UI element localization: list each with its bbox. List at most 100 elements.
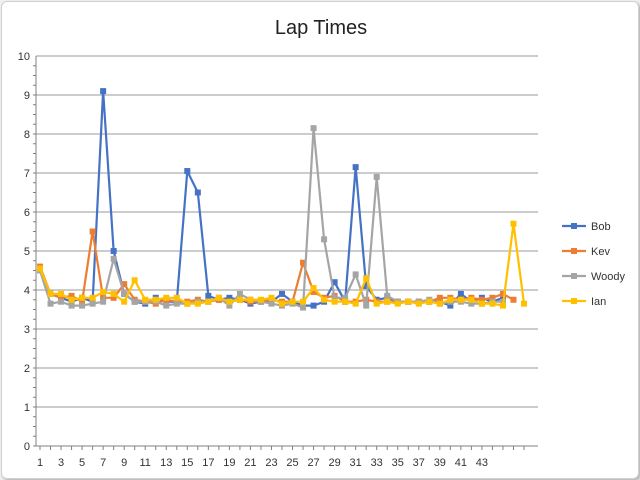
data-point <box>478 296 485 303</box>
y-tick-label: 8 <box>24 129 30 141</box>
data-point <box>205 292 212 299</box>
data-point <box>121 281 128 288</box>
data-point <box>352 271 359 278</box>
data-point <box>436 294 443 301</box>
data-point <box>215 294 222 301</box>
data-point <box>173 294 180 301</box>
series-bob <box>37 88 506 309</box>
data-point <box>363 283 370 290</box>
data-point <box>152 296 159 303</box>
y-tick-label: 0 <box>24 441 30 453</box>
data-point <box>521 300 527 307</box>
y-tick-label: 1 <box>24 402 30 414</box>
data-point <box>373 300 380 307</box>
data-point <box>121 298 128 305</box>
data-point <box>226 294 233 301</box>
data-point <box>100 88 107 95</box>
x-tick-label: 39 <box>434 457 446 469</box>
series-line-woody <box>38 127 503 309</box>
data-point <box>468 300 475 307</box>
data-point <box>300 298 307 305</box>
data-point <box>510 220 517 227</box>
data-point <box>110 248 117 254</box>
data-point <box>405 298 412 305</box>
series-ian <box>37 220 527 309</box>
data-point <box>163 302 170 309</box>
legend-label: Woody <box>591 271 626 283</box>
x-tick-label: 41 <box>455 457 467 469</box>
data-point <box>489 294 496 301</box>
data-point <box>331 279 338 286</box>
data-point <box>415 300 422 307</box>
x-tick-label: 9 <box>121 457 127 469</box>
data-point <box>363 275 370 282</box>
legend-marker <box>571 223 577 229</box>
data-point <box>163 294 170 301</box>
data-point <box>100 288 107 295</box>
data-point <box>489 300 496 307</box>
data-point <box>226 298 233 305</box>
data-point <box>300 304 307 311</box>
legend-item-bob: Bob <box>562 221 611 233</box>
x-tick-label: 29 <box>328 457 340 469</box>
data-point <box>342 298 349 305</box>
x-tick-label: 31 <box>350 457 362 469</box>
data-point <box>194 300 201 307</box>
data-point <box>194 189 201 196</box>
x-tick-label: 35 <box>392 457 404 469</box>
data-point <box>247 296 254 303</box>
data-point <box>447 302 454 309</box>
data-point <box>100 298 107 305</box>
x-tick-label: 37 <box>413 457 425 469</box>
data-point <box>436 300 443 307</box>
x-tick-label: 17 <box>202 457 214 469</box>
data-point <box>37 265 43 272</box>
data-point <box>426 298 433 305</box>
data-point <box>205 298 212 305</box>
legend-item-woody: Woody <box>562 271 626 283</box>
data-point <box>321 236 328 243</box>
data-point <box>289 298 296 305</box>
series-kev <box>37 228 517 307</box>
gridlines <box>36 55 538 447</box>
x-tick-label: 11 <box>140 457 151 469</box>
data-point <box>499 302 506 309</box>
data-point <box>447 296 454 303</box>
data-point <box>457 296 464 303</box>
data-point <box>131 277 138 284</box>
data-point <box>394 300 401 307</box>
data-point <box>58 294 65 301</box>
legend-label: Bob <box>591 221 611 233</box>
data-point <box>363 302 370 309</box>
data-point <box>68 296 75 303</box>
data-point <box>310 302 317 309</box>
x-tick-label: 33 <box>371 457 383 469</box>
data-point <box>373 173 380 180</box>
x-tick-label: 5 <box>79 457 85 469</box>
data-point <box>352 300 359 307</box>
data-point <box>331 294 338 301</box>
y-tick-label: 10 <box>18 51 30 63</box>
x-tick-label: 13 <box>160 457 172 469</box>
data-point <box>131 298 138 305</box>
data-point <box>89 228 96 235</box>
x-tick-label: 15 <box>181 457 193 469</box>
data-point <box>236 296 243 303</box>
data-point <box>300 259 307 266</box>
data-point <box>236 290 243 297</box>
x-tick-label: 19 <box>223 457 235 469</box>
data-point <box>499 290 506 297</box>
legend-label: Kev <box>591 246 610 258</box>
data-point <box>68 302 75 309</box>
data-point <box>510 296 517 303</box>
data-point <box>268 294 275 301</box>
data-point <box>89 294 96 301</box>
data-point <box>173 300 180 307</box>
data-point <box>468 296 475 303</box>
y-tick-label: 5 <box>24 246 30 258</box>
legend-item-ian: Ian <box>562 296 606 308</box>
data-point <box>352 164 359 171</box>
data-point <box>79 302 86 309</box>
